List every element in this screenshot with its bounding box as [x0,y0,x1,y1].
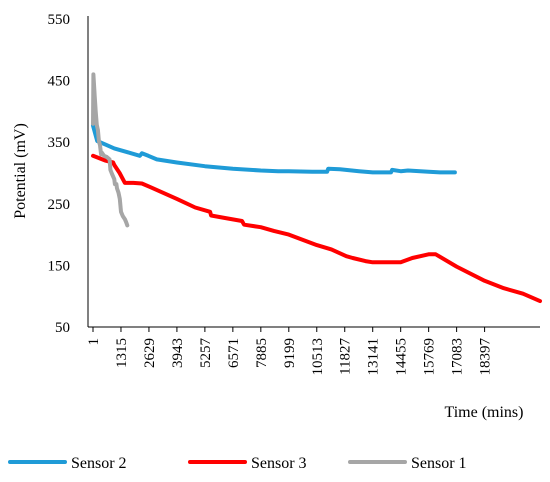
x-axis-ticks: 1 1315 2629 3943 5257 6571 7885 9199 10513 11827 1… [86,327,494,376]
x-tick-label: 15769 [422,338,438,376]
series-line-sensor-3 [91,153,542,304]
x-tick-label: 13141 [366,338,382,376]
legend-label: Sensor 1 [411,455,467,472]
x-tick-label: 1 [86,338,102,346]
y-axis-ticks: 50 150 250 350 450 550 [48,12,71,336]
x-tick-label: 17083 [450,338,466,376]
y-tick-label: 50 [55,320,70,336]
x-tick-label: 2629 [142,338,158,368]
series-line-sensor-1 [91,72,130,228]
x-tick-label: 10513 [310,338,326,376]
legend-label: Sensor 2 [71,455,127,472]
x-tick-label: 11827 [338,338,354,375]
y-tick-label: 550 [48,12,71,28]
legend-label: Sensor 3 [251,455,307,472]
legend: Sensor 2 Sensor 3 Sensor 1 [8,455,467,472]
x-tick-label: 9199 [282,338,298,368]
x-tick-label: 1315 [114,338,130,368]
series-line-sensor-2 [91,123,457,175]
y-tick-label: 150 [48,258,71,274]
y-tick-label: 350 [48,135,71,151]
x-tick-label: 7885 [254,338,270,368]
x-axis-title: Time (mins) [445,404,524,421]
x-tick-label: 5257 [198,338,214,369]
series-lines [91,72,542,304]
y-tick-label: 250 [48,197,71,213]
x-tick-label: 6571 [226,338,242,368]
x-tick-label: 3943 [170,338,186,368]
x-tick-label: 18397 [478,338,494,376]
y-tick-label: 450 [48,74,71,90]
x-tick-label: 14455 [394,338,410,376]
y-axis-title: Potential (mV) [12,123,29,219]
